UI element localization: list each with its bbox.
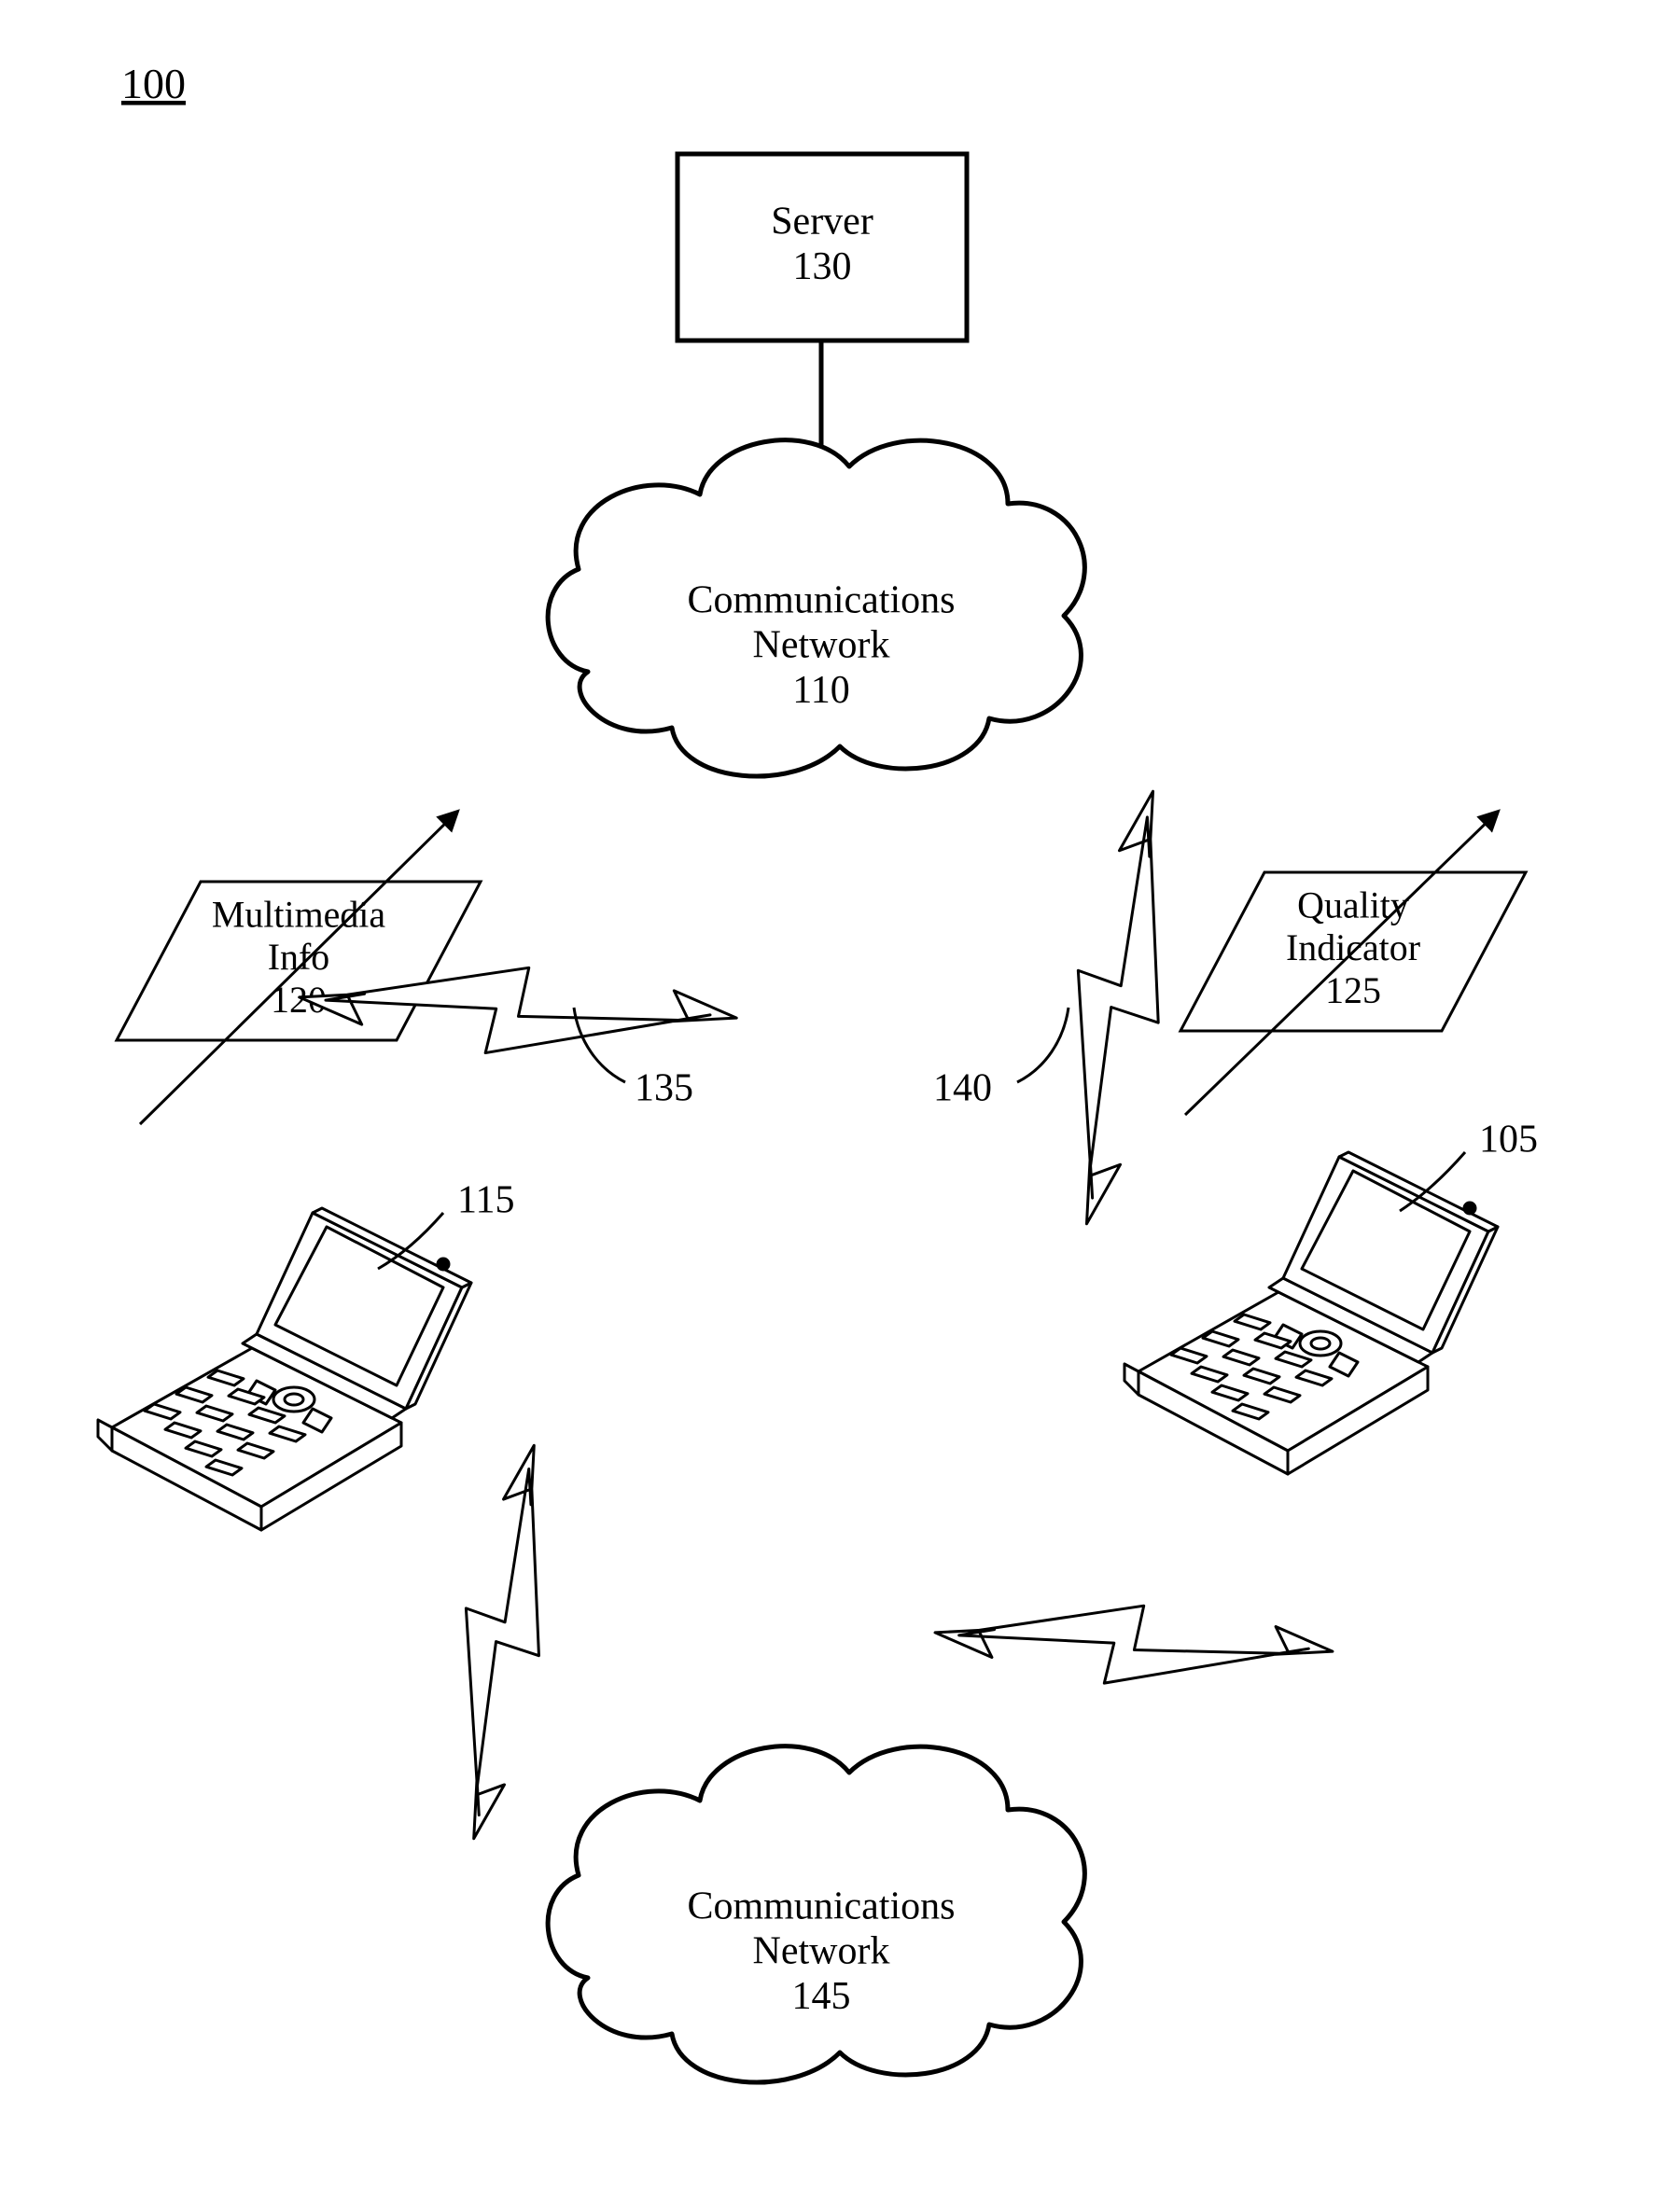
bolt-lower-left bbox=[305, 1445, 703, 1838]
parallelogram-quality-label-line-1: Indicator bbox=[1286, 926, 1420, 968]
parallelogram-multimedia-label-line-0: Multimedia bbox=[212, 893, 385, 935]
ref-135-text: 135 bbox=[635, 1067, 693, 1110]
cloud-bottom-label-line-2: 145 bbox=[792, 1975, 851, 2018]
cloud-top-label-line-0: Communications bbox=[688, 578, 956, 621]
cloud-top-label-line-2: 110 bbox=[792, 669, 849, 712]
figure-number: 100 bbox=[121, 60, 186, 107]
server-label-line-0: Server bbox=[771, 200, 873, 243]
ref-115-text: 115 bbox=[457, 1179, 514, 1222]
parallelogram-quality-label-line-0: Quality bbox=[1297, 883, 1409, 925]
cloud-bottom-label-line-0: Communications bbox=[688, 1885, 956, 1927]
ref-140-text: 140 bbox=[933, 1067, 992, 1110]
parallelogram-quality-label-line-2: 125 bbox=[1325, 969, 1381, 1011]
phone-right bbox=[1124, 1152, 1498, 1474]
phone-left bbox=[98, 1208, 471, 1530]
cloud-top-label-line-1: Network bbox=[753, 624, 890, 667]
ref-105-text: 105 bbox=[1479, 1119, 1538, 1162]
server-label-line-1: 130 bbox=[793, 245, 852, 288]
parallelogram-multimedia-label-line-1: Info bbox=[268, 936, 329, 978]
cloud-bottom-label-line-1: Network bbox=[753, 1930, 890, 1973]
ref-140-lead bbox=[1017, 1008, 1068, 1082]
